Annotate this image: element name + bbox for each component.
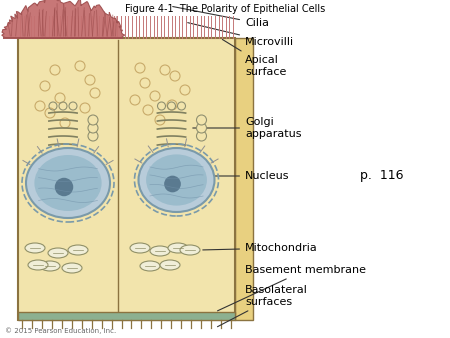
Text: Mitochondria: Mitochondria [203, 243, 318, 253]
Ellipse shape [26, 148, 110, 218]
Ellipse shape [140, 261, 160, 271]
Text: Microvilli: Microvilli [188, 23, 294, 47]
Polygon shape [2, 0, 125, 38]
Circle shape [55, 178, 73, 196]
Text: Basement membrane: Basement membrane [217, 265, 366, 311]
Bar [18, 312, 235, 320]
Text: Basolateral
surfaces: Basolateral surfaces [217, 285, 308, 327]
Ellipse shape [68, 245, 88, 255]
Circle shape [197, 115, 207, 125]
Ellipse shape [130, 243, 150, 253]
Text: Figure 4-1  The Polarity of Epithelial Cells: Figure 4-1 The Polarity of Epithelial Ce… [125, 4, 325, 14]
Ellipse shape [150, 246, 170, 256]
Bar [235, 38, 253, 320]
FancyBboxPatch shape [18, 38, 235, 320]
Ellipse shape [139, 148, 215, 212]
Ellipse shape [180, 245, 200, 255]
Ellipse shape [34, 155, 102, 211]
Ellipse shape [168, 243, 188, 253]
Circle shape [197, 123, 207, 133]
Circle shape [197, 131, 207, 141]
Ellipse shape [25, 243, 45, 253]
Text: Apical
surface: Apical surface [222, 40, 286, 77]
Circle shape [88, 115, 98, 125]
Ellipse shape [40, 261, 60, 271]
Ellipse shape [160, 260, 180, 270]
Text: Cilia: Cilia [173, 6, 269, 28]
Circle shape [88, 131, 98, 141]
Circle shape [164, 176, 181, 192]
Ellipse shape [146, 154, 207, 206]
Ellipse shape [62, 263, 82, 273]
Ellipse shape [28, 260, 48, 270]
Text: Nucleus: Nucleus [203, 171, 289, 181]
Circle shape [88, 123, 98, 133]
Text: Golgi
apparatus: Golgi apparatus [193, 117, 302, 139]
Text: p.  116: p. 116 [360, 169, 404, 183]
Ellipse shape [48, 248, 68, 258]
Text: © 2015 Pearson Education, Inc.: © 2015 Pearson Education, Inc. [5, 327, 116, 334]
